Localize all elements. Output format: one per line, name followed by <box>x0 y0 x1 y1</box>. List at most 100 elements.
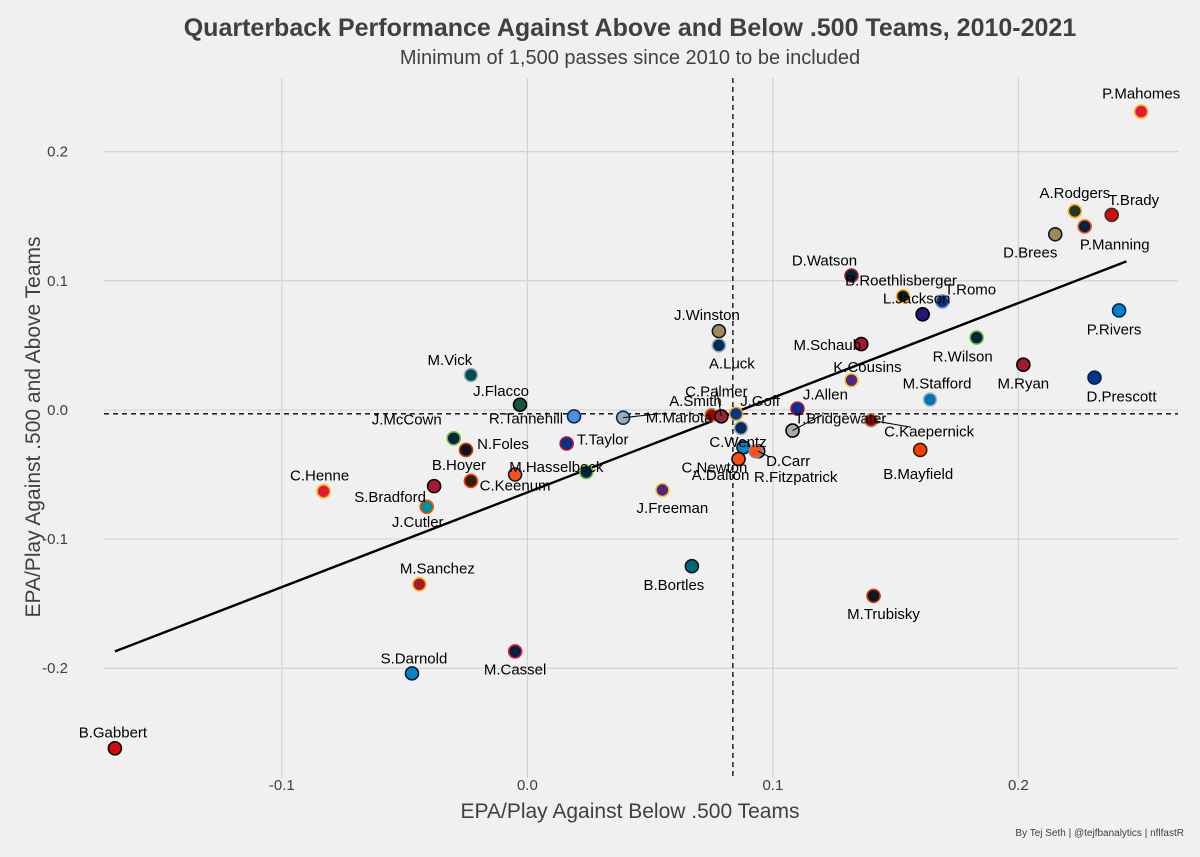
qb-label: T.Brady <box>1108 192 1159 209</box>
tick-labels: -0.1 0.0 0.1 0.2 -0.2 -0.1 0.0 0.1 0.2 <box>42 144 1029 794</box>
qb-label: C.Henne <box>290 467 349 484</box>
qb-label: A.Rodgers <box>1039 185 1110 202</box>
qb-label: J.Flacco <box>473 383 529 400</box>
qb-point <box>463 367 479 383</box>
qb-point <box>507 467 523 482</box>
qb-point <box>1111 303 1127 318</box>
qb-label: M.Ryan <box>997 376 1049 393</box>
qb-label: C.Newton <box>682 459 748 476</box>
qb-label: B.Gabbert <box>79 724 148 741</box>
qb-label: T.Bridgewater <box>795 411 887 428</box>
qb-point <box>790 401 805 416</box>
qb-label: R.Wilson <box>933 349 993 366</box>
qb-point <box>316 483 331 499</box>
x-tick-label: 0.2 <box>1008 777 1029 794</box>
qb-point <box>446 431 462 446</box>
qb-label: M.Stafford <box>903 376 972 393</box>
qb-label: B.Hoyer <box>432 457 486 474</box>
qb-point <box>107 740 123 756</box>
qb-point <box>419 499 435 515</box>
qb-point <box>853 336 869 352</box>
qb-label: M.Cassel <box>484 661 547 678</box>
chart-subtitle: Minimum of 1,500 passes since 2010 to be… <box>400 47 860 69</box>
y-axis-label: EPA/Play Against .500 and Above Teams <box>22 237 45 618</box>
qb-point <box>711 323 727 339</box>
qb-label: R.Fitzpatrick <box>754 469 838 486</box>
qb-point <box>426 478 442 494</box>
qb-point <box>412 576 427 592</box>
qb-point <box>1104 207 1120 223</box>
qb-point <box>655 482 670 498</box>
qb-label: R.Tannehill <box>489 410 563 427</box>
x-axis-label: EPA/Play Against Below .500 Teams <box>461 800 800 823</box>
qb-label: B.Bortles <box>643 577 704 594</box>
qb-label: P.Mahomes <box>1102 86 1180 103</box>
qb-point <box>844 268 859 283</box>
qb-label: B.Mayfield <box>883 466 953 483</box>
grid-lines <box>104 78 1178 778</box>
qb-label: A.Smith <box>669 393 722 410</box>
y-tick-label: 0.0 <box>47 402 68 419</box>
qb-label: T.Taylor <box>577 431 629 448</box>
qb-point <box>1047 226 1063 242</box>
qb-point <box>912 442 928 458</box>
chart-caption: By Tej Seth | @tejfbanalytics | nflfastR <box>1015 828 1184 839</box>
qb-label: L.Jackson <box>883 290 951 307</box>
data-points <box>107 104 1149 756</box>
qb-label: J.McCown <box>372 411 442 428</box>
qb-label: C.Keenum <box>480 477 551 494</box>
qb-point <box>844 372 859 388</box>
qb-label: J.Cutler <box>392 514 444 531</box>
qb-point <box>733 420 749 436</box>
qb-label: M.Sanchez <box>400 560 475 577</box>
qb-point <box>915 307 930 322</box>
qb-point <box>728 406 744 422</box>
x-tick-label: -0.1 <box>269 777 295 794</box>
label-leader-line <box>792 414 823 432</box>
qb-point <box>404 666 420 681</box>
qb-label: D.Carr <box>766 453 810 470</box>
reference-lines <box>104 78 1178 778</box>
x-tick-label: 0.0 <box>517 777 538 794</box>
qb-label: M.Hasselbeck <box>509 459 604 476</box>
qb-label: K.Cousins <box>833 359 901 376</box>
qb-point <box>458 442 474 458</box>
qb-point <box>711 338 727 353</box>
qb-label: B.Roethlisberger <box>845 272 957 289</box>
qb-point <box>512 397 528 413</box>
qb-label: C.Palmer <box>685 383 748 400</box>
qb-label: M.Schaub <box>794 337 862 354</box>
qb-point <box>895 288 911 304</box>
qb-point <box>566 409 582 424</box>
qb-label: M.Trubisky <box>847 606 920 623</box>
qb-label: A.Luck <box>709 355 755 372</box>
qb-label: D.Watson <box>792 253 857 270</box>
qb-point <box>1087 370 1102 385</box>
label-leader-line <box>715 387 722 417</box>
qb-point <box>463 473 479 489</box>
qb-label: P.Rivers <box>1087 321 1142 338</box>
qb-point <box>1077 219 1093 234</box>
qb-label: D.Prescott <box>1087 389 1158 406</box>
qb-label: S.Bradford <box>354 489 426 506</box>
qb-label: C.Wentz <box>709 434 766 451</box>
qb-label: D.Brees <box>1003 244 1057 261</box>
label-leader-line <box>757 450 771 458</box>
qb-label: J.Goff <box>740 393 781 410</box>
qb-point <box>1133 104 1149 119</box>
y-tick-label: -0.1 <box>42 531 68 548</box>
qb-label: N.Foles <box>477 436 529 453</box>
qb-point <box>748 443 764 459</box>
qb-point <box>731 451 746 467</box>
label-leader-line <box>871 419 912 428</box>
qb-label: M.Mariota <box>646 410 713 427</box>
qb-point <box>922 392 938 407</box>
qb-point <box>1067 203 1083 219</box>
qb-point <box>1016 357 1031 373</box>
y-tick-label: 0.1 <box>47 273 68 290</box>
y-tick-label: 0.2 <box>47 144 68 161</box>
qb-label: C.Kaepernick <box>884 423 975 440</box>
qb-point <box>507 644 523 659</box>
